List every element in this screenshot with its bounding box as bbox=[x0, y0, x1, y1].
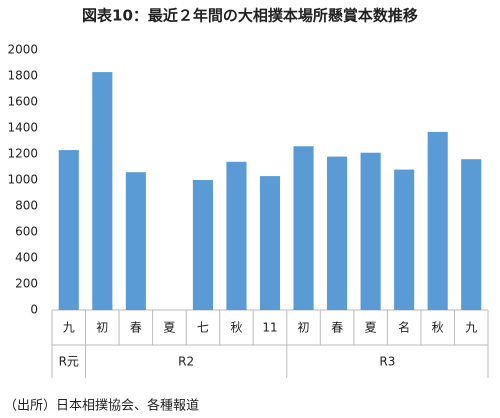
x-tick-label: 春 bbox=[130, 321, 142, 335]
bar bbox=[192, 180, 213, 310]
bar bbox=[226, 161, 247, 310]
bar bbox=[394, 169, 415, 310]
x-tick-label: 九 bbox=[465, 321, 477, 335]
bar bbox=[327, 156, 348, 310]
x-tick-label: 七 bbox=[197, 321, 209, 335]
y-tick-label: 600 bbox=[15, 225, 38, 239]
bar bbox=[461, 159, 482, 310]
x-tick-label: 秋 bbox=[230, 321, 242, 335]
y-tick-label: 800 bbox=[15, 199, 38, 213]
y-tick-label: 200 bbox=[15, 277, 38, 291]
y-tick-label: 1600 bbox=[7, 95, 38, 109]
x-tick-label: 秋 bbox=[432, 321, 444, 335]
y-tick-label: 0 bbox=[30, 303, 38, 317]
x-tick-label: 九 bbox=[63, 321, 75, 335]
x-tick-label: 夏 bbox=[365, 321, 377, 335]
x-tick-label: 夏 bbox=[163, 321, 175, 335]
bar bbox=[92, 72, 113, 310]
x-tick-label: 初 bbox=[96, 321, 108, 335]
chart-title: 図表10：最近２年間の大相撲本場所懸賞本数推移 bbox=[82, 7, 418, 25]
bar bbox=[360, 152, 381, 310]
group-label: R3 bbox=[379, 355, 395, 369]
source-note: （出所）日本相撲協会、各種報道 bbox=[4, 398, 199, 414]
group-label: R元 bbox=[59, 355, 79, 369]
bar bbox=[125, 172, 146, 310]
y-tick-label: 1400 bbox=[7, 121, 38, 135]
x-tick-label: 春 bbox=[331, 321, 343, 335]
y-tick-label: 1000 bbox=[7, 173, 38, 187]
group-label: R2 bbox=[178, 355, 194, 369]
bar bbox=[259, 176, 281, 310]
y-tick-label: 1800 bbox=[7, 69, 38, 83]
bar bbox=[293, 146, 314, 310]
x-tick-label: 11 bbox=[262, 321, 277, 335]
x-tick-label: 初 bbox=[298, 321, 310, 335]
bar bbox=[427, 131, 448, 310]
y-tick-label: 1200 bbox=[7, 147, 38, 161]
bar bbox=[58, 150, 79, 310]
y-tick-label: 2000 bbox=[7, 43, 38, 57]
x-tick-label: 名 bbox=[398, 320, 410, 335]
y-tick-label: 400 bbox=[15, 251, 38, 265]
